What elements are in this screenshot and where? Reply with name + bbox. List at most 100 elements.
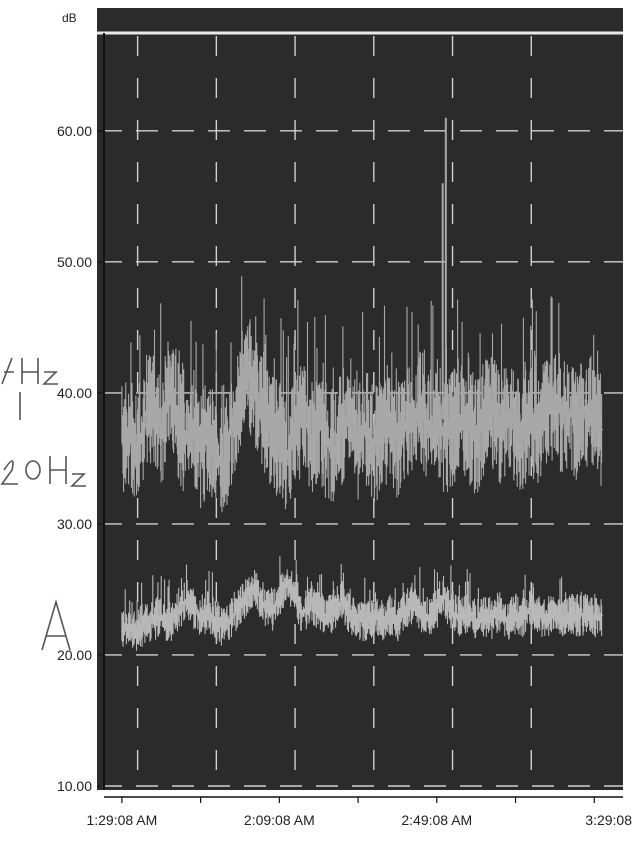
series-1-point-43 bbox=[459, 616, 462, 618]
series-1-point-28 bbox=[341, 599, 344, 601]
series-0-point-54 bbox=[546, 413, 548, 415]
series-0-point-8 bbox=[184, 443, 186, 445]
series-0-point-32 bbox=[373, 445, 375, 448]
series-1-point-34 bbox=[388, 613, 391, 616]
series-0-point-58 bbox=[577, 427, 580, 430]
series-0-point-51 bbox=[522, 434, 525, 436]
series-0-point-12 bbox=[215, 454, 218, 457]
series-0-point-35 bbox=[396, 440, 399, 443]
series-1-point-19 bbox=[270, 612, 273, 614]
series-1-point-38 bbox=[420, 612, 422, 614]
series-0-point-42 bbox=[451, 428, 454, 431]
series-0-point-18 bbox=[262, 411, 265, 414]
series-0-point-38 bbox=[420, 402, 422, 405]
series-1-point-57 bbox=[569, 613, 572, 616]
series-1-point-32 bbox=[373, 614, 375, 617]
series-1-point-8 bbox=[184, 600, 186, 603]
series-0-point-46 bbox=[483, 419, 485, 422]
series-1-point-26 bbox=[325, 617, 328, 620]
series-0-point-16 bbox=[247, 371, 249, 373]
series-1-trace bbox=[121, 556, 603, 651]
series-0-point-48 bbox=[498, 426, 501, 428]
series-1-point-29 bbox=[349, 613, 351, 616]
series-0-point-36 bbox=[404, 423, 407, 426]
y-tick-label-5: 60.00 bbox=[57, 123, 92, 139]
series-0-point-31 bbox=[365, 426, 367, 428]
series-0-point-24 bbox=[310, 437, 312, 440]
series-0 bbox=[121, 117, 603, 513]
series-0-point-57 bbox=[569, 410, 572, 413]
series-0-point-17 bbox=[254, 389, 257, 392]
series-0-point-5 bbox=[160, 431, 163, 434]
series-1-point-35 bbox=[396, 622, 399, 625]
series-0-point-61 bbox=[601, 428, 603, 431]
series-0-point-10 bbox=[199, 451, 202, 453]
series-1-point-36 bbox=[404, 608, 407, 610]
x-tick-label-1: 2:09:08 AM bbox=[244, 812, 315, 828]
series-0-point-7 bbox=[176, 415, 178, 418]
y-tick-label-1: 20.00 bbox=[57, 647, 92, 663]
series-0-point-25 bbox=[317, 419, 320, 422]
series-0-point-40 bbox=[435, 414, 438, 416]
series-1-point-33 bbox=[380, 620, 383, 622]
series-1-point-14 bbox=[231, 614, 233, 617]
series-1-point-1 bbox=[128, 627, 131, 630]
series-0-point-23 bbox=[302, 416, 304, 419]
series-1-point-9 bbox=[191, 608, 194, 610]
series-1 bbox=[121, 556, 603, 651]
series-1-point-10 bbox=[199, 617, 202, 620]
series-0-point-11 bbox=[207, 434, 210, 436]
series-0-point-33 bbox=[380, 434, 383, 436]
series-0-point-59 bbox=[585, 406, 588, 409]
series-1-point-56 bbox=[561, 618, 564, 621]
series-1-point-0 bbox=[121, 630, 123, 633]
series-1-point-13 bbox=[223, 626, 226, 629]
series-0-point-22 bbox=[294, 427, 296, 430]
series-0-point-53 bbox=[538, 431, 540, 434]
series-0-point-27 bbox=[333, 447, 336, 449]
series-1-point-21 bbox=[286, 580, 289, 583]
y-tick-label-3: 40.00 bbox=[57, 385, 92, 401]
series-1-point-2 bbox=[136, 629, 139, 631]
series-0-point-1 bbox=[128, 428, 131, 431]
series-1-point-58 bbox=[577, 616, 580, 618]
series-1-point-51 bbox=[522, 616, 525, 618]
series-1-point-37 bbox=[412, 601, 414, 604]
series-1-point-12 bbox=[215, 620, 218, 622]
series-1-point-49 bbox=[506, 620, 509, 622]
series-1-point-15 bbox=[239, 604, 241, 606]
series-1-point-27 bbox=[333, 608, 336, 610]
series-0-point-21 bbox=[286, 454, 289, 457]
series-0-point-44 bbox=[467, 424, 470, 427]
series-1-point-47 bbox=[491, 617, 493, 620]
series-1-point-54 bbox=[546, 617, 548, 620]
series-1-point-30 bbox=[357, 618, 359, 621]
series-0-point-52 bbox=[530, 416, 533, 419]
series-1-point-11 bbox=[207, 609, 210, 612]
y-unit-label: dB bbox=[62, 11, 77, 25]
series-0-point-50 bbox=[514, 428, 517, 431]
series-1-point-45 bbox=[475, 618, 477, 621]
series-1-point-53 bbox=[538, 614, 540, 617]
series-0-point-2 bbox=[136, 447, 139, 449]
series-1-point-40 bbox=[435, 606, 438, 609]
series-0-point-60 bbox=[593, 418, 596, 420]
series-0-point-49 bbox=[506, 411, 509, 414]
x-tick-label-3: 3:29:08 bbox=[585, 812, 632, 828]
series-0-point-43 bbox=[459, 418, 462, 420]
series-1-point-7 bbox=[176, 612, 178, 614]
x-tick-label-2: 2:49:08 AM bbox=[401, 812, 472, 828]
series-1-point-31 bbox=[365, 621, 367, 624]
series-1-point-60 bbox=[593, 617, 596, 620]
series-0-point-45 bbox=[475, 436, 477, 439]
series-1-point-46 bbox=[483, 614, 485, 617]
series-1-point-4 bbox=[152, 620, 155, 622]
series-0-point-14 bbox=[231, 424, 233, 427]
series-1-point-5 bbox=[160, 614, 163, 617]
series-0-point-28 bbox=[341, 424, 344, 427]
series-0-trace bbox=[121, 276, 603, 513]
y-tick-label-2: 30.00 bbox=[57, 516, 92, 532]
series-1-point-52 bbox=[530, 608, 533, 610]
series-1-point-24 bbox=[310, 601, 312, 604]
series-1-point-39 bbox=[428, 617, 430, 620]
